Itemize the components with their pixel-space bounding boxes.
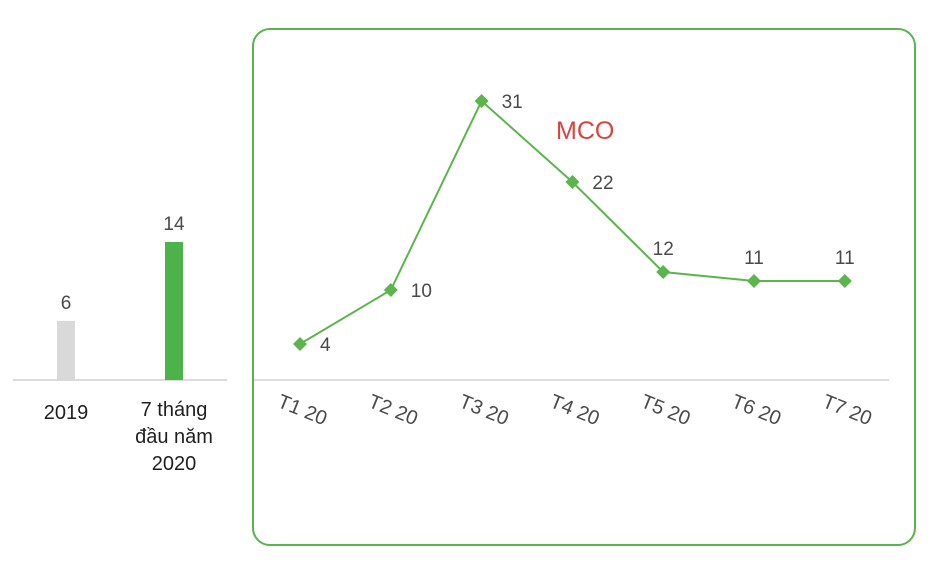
bar-category-line: 2019 bbox=[43, 402, 89, 424]
bar-value-label: 14 bbox=[163, 214, 185, 235]
data-point-marker bbox=[293, 337, 307, 351]
data-point-label: 10 bbox=[411, 281, 432, 302]
bar-chart: 6 14 2019 7 tháng đầu năm 2020 bbox=[0, 0, 240, 577]
line-chart-plot: 4 10 31 22 12 11 11 T1 20 T2 20 T3 20 T4 20 T5 20 T6… bbox=[254, 92, 889, 431]
bar-2 bbox=[165, 242, 183, 380]
x-tick-label: T3 20 bbox=[456, 391, 512, 431]
bar-category-line: đầu năm bbox=[135, 426, 213, 448]
data-point-label: 11 bbox=[744, 248, 764, 269]
bar-1 bbox=[57, 320, 75, 380]
bar-category-label: 7 tháng đầu năm 2020 bbox=[114, 397, 234, 478]
data-point-label: 11 bbox=[835, 248, 855, 269]
data-point-marker bbox=[565, 175, 580, 189]
mco-annotation: MCO bbox=[556, 117, 614, 145]
bar-category-line: 7 tháng bbox=[140, 399, 208, 421]
data-point-label: 4 bbox=[320, 335, 331, 356]
data-point-label: 31 bbox=[502, 92, 523, 113]
x-tick-label: T5 20 bbox=[638, 391, 694, 431]
x-tick-label: T1 20 bbox=[274, 391, 330, 431]
x-tick-label: T2 20 bbox=[365, 391, 421, 431]
data-point-marker bbox=[837, 274, 852, 288]
data-point-label: 22 bbox=[592, 173, 613, 194]
x-tick-label: T4 20 bbox=[547, 391, 603, 431]
data-point-marker bbox=[383, 283, 398, 297]
bar-category-label: 2019 bbox=[6, 401, 126, 426]
bar-chart-plot: 6 14 bbox=[13, 214, 227, 381]
bar-value-label: 6 bbox=[61, 293, 72, 314]
data-point-marker bbox=[474, 94, 489, 108]
line-chart-panel: 4 10 31 22 12 11 11 T1 20 T2 20 T3 20 T4 20 T5 20 T6… bbox=[252, 28, 916, 546]
x-tick-label: T6 20 bbox=[728, 391, 784, 431]
data-point-marker bbox=[747, 274, 761, 288]
x-tick-label: T7 20 bbox=[819, 391, 875, 431]
data-point-label: 12 bbox=[653, 239, 674, 260]
data-point-marker bbox=[656, 265, 671, 279]
bar-category-line: 2020 bbox=[151, 453, 197, 475]
